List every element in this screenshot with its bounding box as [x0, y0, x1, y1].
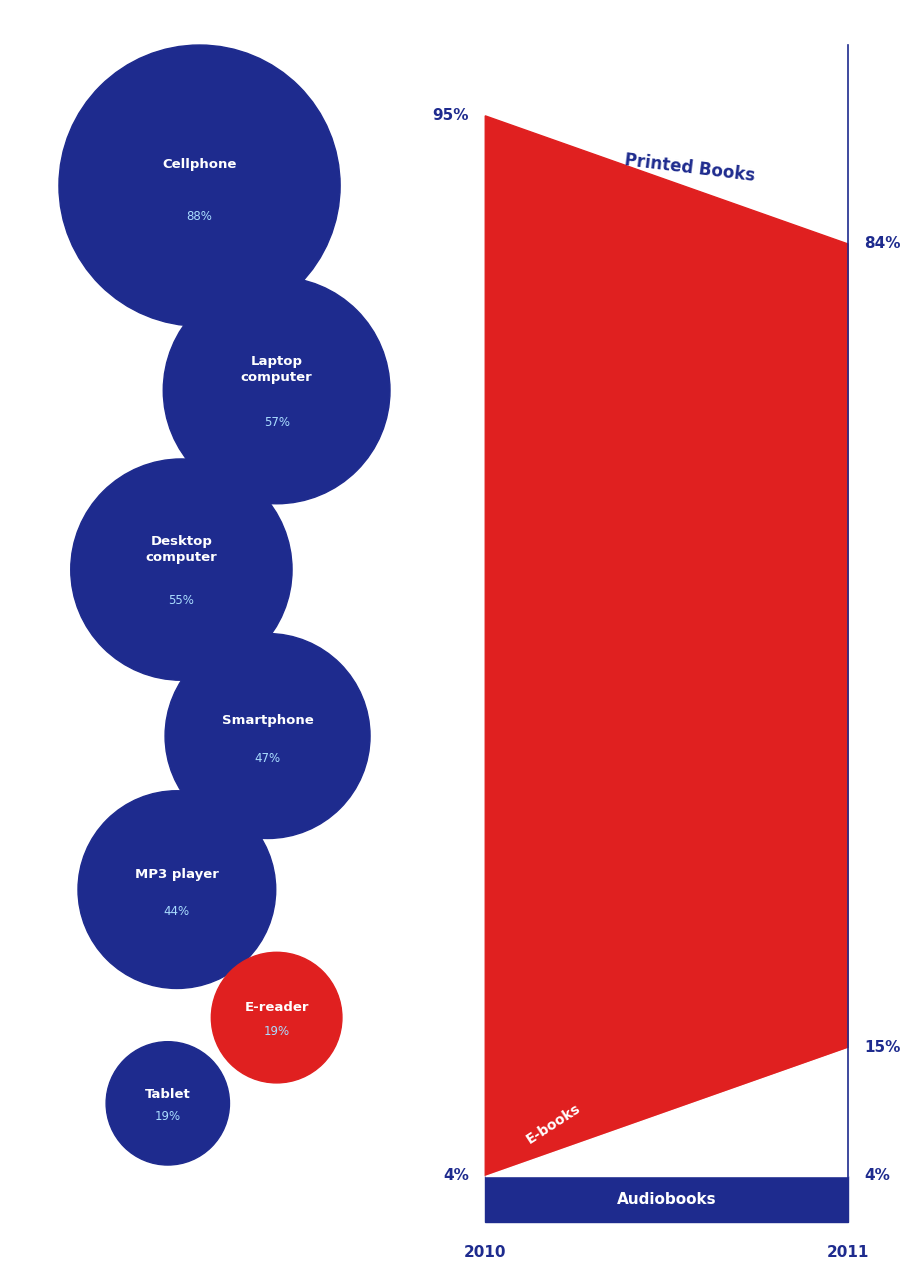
Text: Printed Books: Printed Books	[623, 151, 756, 186]
Text: Laptop
computer: Laptop computer	[240, 356, 313, 384]
Text: 57%: 57%	[264, 416, 289, 429]
Text: E-reader: E-reader	[244, 1001, 309, 1014]
Text: 44%: 44%	[164, 905, 190, 918]
Ellipse shape	[165, 634, 370, 838]
Text: 47%: 47%	[255, 753, 280, 765]
Text: 2010: 2010	[464, 1245, 506, 1261]
Polygon shape	[485, 1176, 848, 1222]
Ellipse shape	[71, 460, 292, 680]
Text: 4%: 4%	[443, 1169, 469, 1183]
Polygon shape	[485, 1047, 848, 1176]
Ellipse shape	[59, 45, 340, 326]
Text: 4%: 4%	[864, 1169, 891, 1183]
Text: MP3 player: MP3 player	[135, 868, 219, 881]
Text: 84%: 84%	[864, 237, 901, 251]
Text: Desktop
computer: Desktop computer	[145, 535, 218, 564]
Polygon shape	[485, 116, 848, 1176]
Text: 19%: 19%	[264, 1025, 289, 1038]
Text: Audiobooks: Audiobooks	[617, 1192, 717, 1207]
Ellipse shape	[211, 952, 342, 1083]
Text: 55%: 55%	[169, 594, 194, 607]
Ellipse shape	[78, 791, 276, 988]
Text: 88%: 88%	[187, 210, 212, 223]
Text: Cellphone: Cellphone	[162, 157, 237, 172]
Text: E-books: E-books	[523, 1101, 583, 1146]
Text: 19%: 19%	[155, 1111, 180, 1124]
Text: 15%: 15%	[864, 1041, 901, 1055]
Text: Smartphone: Smartphone	[221, 714, 314, 727]
Text: Tablet: Tablet	[145, 1088, 190, 1101]
Text: 95%: 95%	[433, 109, 469, 123]
Ellipse shape	[106, 1042, 229, 1165]
Ellipse shape	[163, 276, 390, 504]
Text: 2011: 2011	[827, 1245, 869, 1261]
